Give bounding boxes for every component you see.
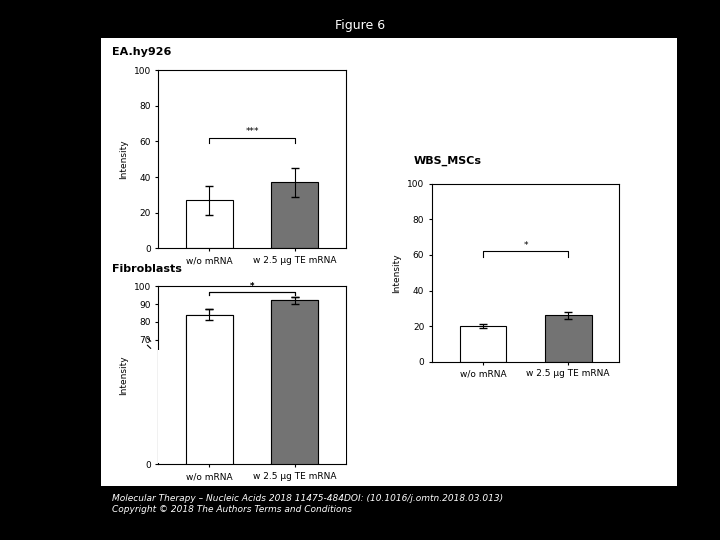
Bar <box>158 350 346 463</box>
Text: EA.hy926: EA.hy926 <box>112 46 171 57</box>
Bar <box>186 200 233 248</box>
Text: *: * <box>250 282 254 291</box>
Bar <box>271 300 318 464</box>
Bar <box>186 315 233 464</box>
Y-axis label: Intensity: Intensity <box>119 355 128 395</box>
Text: *: * <box>523 240 528 249</box>
Bar <box>271 183 318 248</box>
Text: Fibroblasts: Fibroblasts <box>112 264 181 274</box>
Bar <box>271 300 318 464</box>
Text: Copyright © 2018 The Authors Terms and Conditions: Copyright © 2018 The Authors Terms and C… <box>112 505 351 514</box>
Text: ***: *** <box>246 127 258 136</box>
Y-axis label: Intensity: Intensity <box>119 139 128 179</box>
Text: Molecular Therapy – Nucleic Acids 2018 11475-484DOI: (10.1016/j.omtn.2018.03.013: Molecular Therapy – Nucleic Acids 2018 1… <box>112 494 503 503</box>
Bar <box>186 315 233 464</box>
Y-axis label: Intensity: Intensity <box>392 253 402 293</box>
Text: *: * <box>250 282 254 291</box>
Text: Figure 6: Figure 6 <box>335 19 385 32</box>
Bar <box>459 326 506 362</box>
Bar <box>545 315 592 362</box>
Text: WBS_MSCs: WBS_MSCs <box>414 156 482 166</box>
